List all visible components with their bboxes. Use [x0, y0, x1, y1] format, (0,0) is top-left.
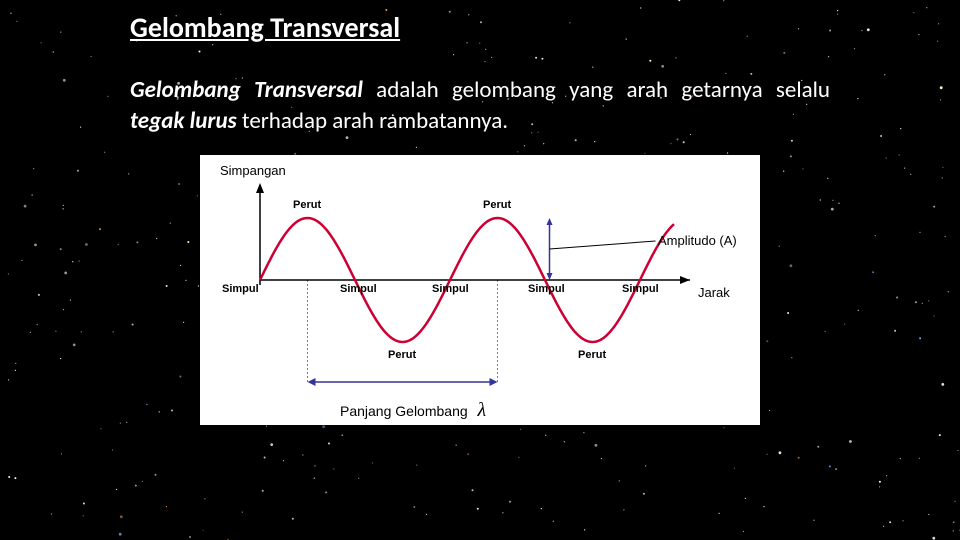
term: Gelombang Transversal	[130, 76, 363, 104]
y-axis-label: Simpangan	[220, 163, 286, 178]
simpul-label-2: Simpul	[340, 283, 377, 295]
wavelength-label: Panjang Gelombang λ	[340, 399, 486, 422]
simpul-label-1: Simpul	[222, 283, 259, 295]
emphasis: tegak lurus	[130, 107, 237, 135]
perut-label-1: Perut	[293, 199, 321, 211]
perut-label-2: Perut	[483, 199, 511, 211]
simpul-label-3: Simpul	[432, 283, 469, 295]
definition-text: Gelombang Transversal adalah gelombang y…	[130, 75, 830, 137]
simpul-label-4: Simpul	[528, 283, 565, 295]
simpul-label-5: Simpul	[622, 283, 659, 295]
diagram-container: Simpangan Jarak Perut Perut Perut Perut …	[130, 155, 830, 425]
perut-label-4: Perut	[578, 349, 606, 361]
wavelength-text: Panjang Gelombang	[340, 403, 468, 419]
amplitude-label: Amplitudo (A)	[658, 233, 737, 248]
content-area: Gelombang Transversal Gelombang Transver…	[0, 0, 960, 425]
def-part2: terhadap arah rambatannya.	[237, 107, 508, 135]
wave-svg	[200, 155, 760, 425]
lambda-symbol: λ	[478, 399, 487, 421]
perut-label-3: Perut	[388, 349, 416, 361]
wave-diagram: Simpangan Jarak Perut Perut Perut Perut …	[200, 155, 760, 425]
x-axis-label: Jarak	[698, 285, 730, 300]
page-title: Gelombang Transversal	[130, 10, 830, 45]
def-part1: adalah gelombang yang arah getarnya sela…	[363, 76, 830, 104]
